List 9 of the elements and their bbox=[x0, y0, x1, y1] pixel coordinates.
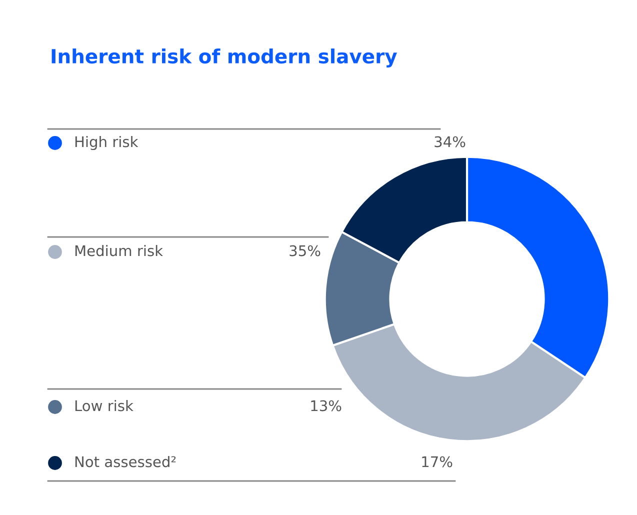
data-label: 35% bbox=[290, 245, 320, 256]
data-label: 34% bbox=[434, 136, 466, 148]
legend-label: High risk bbox=[75, 136, 138, 150]
data-label: 13% bbox=[311, 400, 342, 412]
legend-label: Not assessed² bbox=[75, 456, 176, 468]
legend-label: Medium risk bbox=[75, 244, 163, 256]
chart-title: Inherent risk of modern slavery bbox=[52, 48, 397, 68]
legend-label: Low risk bbox=[75, 400, 134, 412]
data-label: 17% bbox=[422, 456, 452, 468]
